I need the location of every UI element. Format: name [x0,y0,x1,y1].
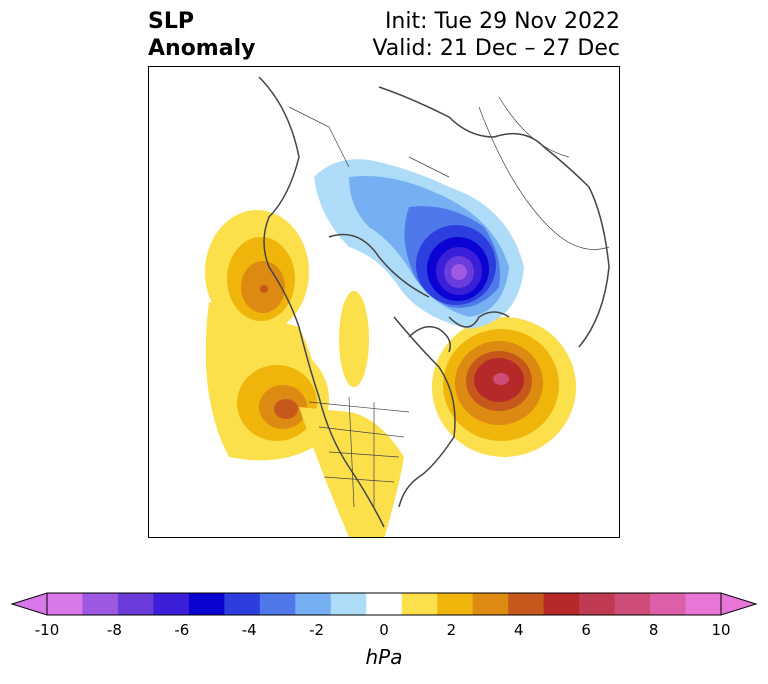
colorbar-unit-label: hPa [365,645,403,669]
colorbar-swatch [330,593,367,615]
north-atlantic-ridge-anomaly [432,317,576,457]
colorbar-extend-max [720,592,758,616]
colorbar: -10 -8 -6 -4 -2 0 2 4 6 8 10 [10,592,758,639]
colorbar-tick-label: -6 [174,621,189,639]
colorbar-extend-min [10,592,48,616]
colorbar-swatch [188,593,225,615]
colorbar-frame [46,592,722,616]
colorbar-swatch [366,593,403,615]
west-us-ridge-anomaly [213,291,404,537]
colorbar-swatch [614,593,651,615]
colorbar-tick-label: 10 [711,621,730,639]
colorbar-tick-label: -10 [35,621,60,639]
colorbar-tick-label: -4 [242,621,257,639]
colorbar-tick-label: 2 [447,621,457,639]
valid-range: Valid: 21 Dec – 27 Dec [372,36,620,61]
title-anomaly: Anomaly [148,36,256,61]
title-slp: SLP [148,9,194,34]
coastlines [258,76,610,528]
colorbar-tick-label: 4 [514,621,524,639]
colorbar-ticks: -10 -8 -6 -4 -2 0 2 4 6 8 10 [35,621,731,639]
polar-low-anomaly [314,159,524,329]
colorbar-swatch [543,593,580,615]
colorbar-swatch [259,593,296,615]
colorbar-swatch [82,593,119,615]
political-borders [288,96,610,508]
colorbar-swatch [47,593,83,615]
colorbar-swatch [117,593,154,615]
colorbar-swatch [295,593,332,615]
map-canvas [205,76,610,537]
slp-anomaly-map [148,66,620,538]
init-date: Init: Tue 29 Nov 2022 [384,9,620,34]
colorbar-swatches [10,592,758,616]
colorbar-tick-label: -2 [309,621,324,639]
colorbar-swatch [437,593,474,615]
colorbar-tick-label: 8 [649,621,659,639]
colorbar-swatch [401,593,438,615]
colorbar-tick-label: -8 [107,621,122,639]
plot-title-right: Init: Tue 29 Nov 2022 Valid: 21 Dec – 27… [372,8,620,62]
colorbar-swatch [579,593,616,615]
colorbar-swatch [650,593,687,615]
colorbar-swatch [685,593,722,615]
colorbar-tick-label: 0 [379,621,389,639]
colorbar-swatch [224,593,261,615]
plot-title-left: SLP Anomaly [148,8,255,62]
colorbar-tick-label: 6 [581,621,591,639]
colorbar-swatch [508,593,545,615]
colorbar-swatch [472,593,509,615]
colorbar-swatch [153,593,190,615]
